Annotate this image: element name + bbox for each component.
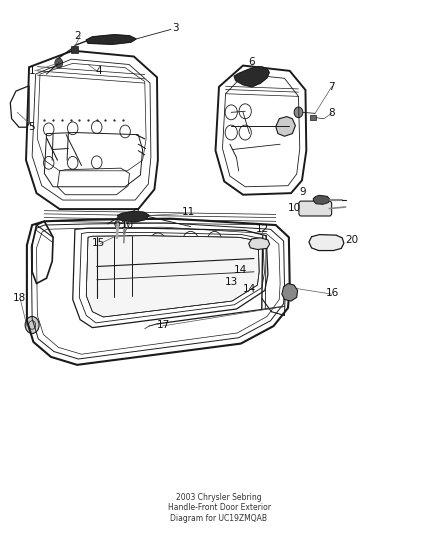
Text: 7: 7	[328, 82, 335, 92]
Text: 1: 1	[29, 66, 35, 76]
Text: 16: 16	[326, 288, 339, 298]
Text: 9: 9	[300, 187, 306, 197]
Polygon shape	[313, 195, 330, 204]
Polygon shape	[309, 235, 344, 251]
Text: 9: 9	[133, 208, 139, 219]
Text: 14: 14	[233, 265, 247, 274]
Text: 8: 8	[328, 108, 335, 118]
Text: 20: 20	[346, 235, 359, 245]
Text: 6: 6	[248, 58, 255, 67]
Polygon shape	[276, 117, 295, 136]
Text: 2003 Chrysler Sebring
Handle-Front Door Exterior
Diagram for UC19ZMQAB: 2003 Chrysler Sebring Handle-Front Door …	[167, 493, 271, 523]
Circle shape	[25, 317, 39, 334]
Text: 12: 12	[256, 224, 269, 235]
Text: 10: 10	[121, 220, 134, 230]
Text: 4: 4	[95, 66, 102, 76]
Text: 5: 5	[28, 122, 35, 132]
Circle shape	[115, 221, 120, 227]
Text: 11: 11	[182, 207, 195, 217]
Circle shape	[336, 239, 342, 246]
Text: 13: 13	[225, 278, 238, 287]
Text: 2: 2	[74, 31, 81, 41]
Circle shape	[313, 239, 319, 246]
FancyBboxPatch shape	[299, 201, 332, 216]
Polygon shape	[282, 284, 297, 301]
Text: 15: 15	[92, 238, 106, 247]
Bar	[310, 115, 316, 120]
Polygon shape	[249, 238, 270, 249]
Polygon shape	[86, 236, 259, 317]
Circle shape	[55, 58, 63, 68]
Polygon shape	[234, 67, 269, 87]
Polygon shape	[86, 35, 136, 44]
Polygon shape	[118, 211, 149, 222]
Circle shape	[122, 216, 127, 223]
Text: 14: 14	[243, 284, 256, 294]
Text: 10: 10	[287, 203, 300, 213]
Text: 18: 18	[12, 293, 26, 303]
Text: 17: 17	[156, 320, 170, 330]
Text: 3: 3	[172, 23, 179, 34]
Bar	[71, 46, 78, 53]
Circle shape	[253, 241, 260, 249]
Circle shape	[294, 107, 303, 118]
